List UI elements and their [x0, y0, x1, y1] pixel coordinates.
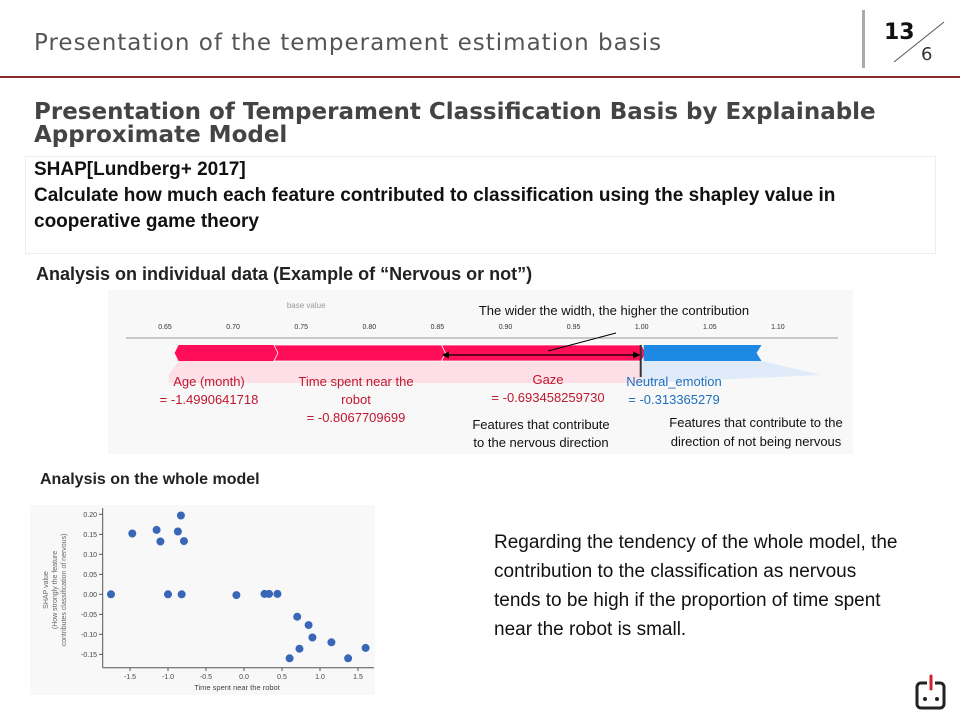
not-nervous-caption: direction of not being nervous [671, 434, 842, 449]
feature-name: Gaze [532, 372, 563, 387]
force-axis-tick-label: 0.65 [158, 324, 172, 331]
y-tick-label: 0.15 [83, 532, 97, 539]
y-tick-label: 0.00 [83, 592, 97, 599]
page-total: 6 [921, 44, 933, 65]
positive-feature-bar [273, 344, 446, 362]
x-tick-label: 0.0 [239, 674, 249, 681]
main-title: Presentation of Temperament Classificati… [34, 99, 876, 148]
scatter-point [308, 633, 317, 642]
x-tick-label: 0.5 [277, 674, 287, 681]
scatter-point [176, 511, 185, 520]
feature-name: Time spent near the [298, 374, 413, 389]
scatter-point [295, 644, 304, 653]
y-tick-label: 0.05 [83, 572, 97, 579]
negative-feature-bar [643, 345, 762, 361]
scatter-point [107, 590, 115, 599]
positive-feature-bar [440, 344, 647, 362]
y-axis-label: SHAP value [43, 571, 50, 609]
scatter-point [344, 654, 353, 663]
y-tick-label: 0.10 [83, 552, 97, 559]
individual-analysis-label: Analysis on individual data (Example of … [36, 264, 533, 284]
feature-name: Neutral_emotion [626, 374, 721, 389]
x-tick-label: -1.0 [162, 674, 174, 681]
y-tick-label: 0.20 [83, 512, 97, 519]
x-tick-label: 1.5 [353, 674, 363, 681]
scatter-point [285, 654, 294, 663]
nervous-caption: Features that contribute [472, 417, 609, 432]
force-axis-tick-label: 0.70 [226, 324, 240, 331]
shap-description: Calculate how much each feature contribu… [34, 185, 836, 232]
scatter-point [304, 621, 313, 630]
x-tick-label: 1.0 [315, 674, 325, 681]
nervous-caption: to the nervous direction [473, 435, 608, 450]
force-axis-tick-label: 0.85 [431, 324, 445, 331]
positive-shading [168, 361, 642, 383]
shap-reference: SHAP[Lundberg+ 2017] [34, 159, 246, 180]
feature-value: = -0.693458259730 [491, 390, 604, 405]
x-axis-label: Time spent near the robot [194, 683, 281, 692]
force-axis-tick-label: 0.80 [362, 324, 376, 331]
force-axis-tick-label: 0.95 [567, 324, 581, 331]
positive-feature-bar [174, 345, 278, 361]
scatter-point [273, 589, 282, 598]
force-axis-tick-label: 1.00 [635, 324, 649, 331]
shap-dependence-scatter: 0.20 0.15 0.10 0.05 0.00 -0.05 -0.10 -0.15 -1.5 -… [30, 505, 375, 695]
header-divider [0, 76, 960, 78]
feature-name: Age (month) [173, 374, 245, 389]
header-vertical-divider [862, 10, 865, 68]
feature-value: = -0.313365279 [628, 392, 719, 407]
force-axis-tick-label: 0.75 [294, 324, 308, 331]
page-number: 13 [884, 20, 915, 45]
y-tick-label: -0.15 [81, 652, 97, 659]
shap-force-plot: 0.65 0.70 0.75 0.80 0.85 0.90 0.95 1.00 1.05 1.10… [108, 290, 853, 454]
scatter-point [128, 529, 137, 538]
robot-logo-icon [915, 674, 946, 710]
x-tick-label: -0.5 [200, 674, 212, 681]
scatter-point [361, 643, 370, 652]
scatter-point [232, 591, 241, 600]
force-axis-tick-label: 0.90 [499, 324, 513, 331]
scatter-point [265, 589, 274, 598]
force-axis-tick-label: 1.05 [703, 324, 717, 331]
scatter-point [164, 590, 172, 599]
slide-header-title: Presentation of the temperament estimati… [34, 30, 663, 56]
negative-shading [641, 361, 822, 383]
scatter-svg: 0.20 0.15 0.10 0.05 0.00 -0.05 -0.10 -0.15 -1.5 -… [43, 508, 374, 692]
annotation-pointer-line [547, 332, 617, 352]
feature-value: = -1.4990641718 [160, 392, 259, 407]
x-tick-label: -1.5 [124, 674, 136, 681]
scatter-point [152, 525, 161, 534]
force-axis-tick-label: 1.10 [771, 324, 785, 331]
y-tick-label: -0.10 [81, 632, 97, 639]
width-annotation: The wider the width, the higher the cont… [479, 303, 749, 318]
scatter-point [179, 537, 188, 546]
shap-definition-box: SHAP[Lundberg+ 2017] Calculate how much … [26, 157, 935, 253]
page-slash-icon [893, 21, 945, 63]
scatter-point [327, 638, 336, 647]
base-value-label: base value [287, 301, 326, 310]
force-plot-svg: 0.65 0.70 0.75 0.80 0.85 0.90 0.95 1.00 1.05 1.10… [126, 301, 843, 450]
feature-value: = -0.8067709699 [307, 410, 406, 425]
y-tick-label: -0.05 [81, 612, 97, 619]
scatter-point [173, 527, 182, 536]
scatter-point [156, 537, 165, 546]
whole-model-label: Analysis on the whole model [40, 471, 260, 488]
scatter-point [177, 590, 186, 599]
y-axis-label: contributes classification of nervous) [61, 534, 68, 647]
scatter-point [293, 612, 302, 621]
y-axis-label: (How strongly the feature [52, 551, 59, 629]
not-nervous-caption: Features that contribute to the [669, 415, 842, 430]
feature-name: robot [341, 392, 371, 407]
model-tendency-description: Regarding the tendency of the whole mode… [494, 532, 898, 640]
